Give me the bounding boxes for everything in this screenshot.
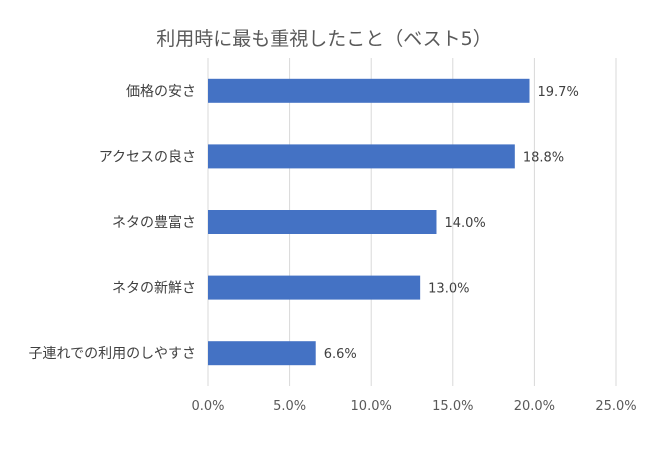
bar-1 [208, 144, 515, 169]
x-tick-label-5: 25.0% [595, 399, 636, 414]
bar-2 [208, 210, 437, 234]
category-label-2: ネタの豊富さ [112, 214, 196, 231]
data-label-4: 6.6% [324, 347, 357, 362]
x-tick-label-4: 20.0% [514, 399, 555, 414]
bar-3 [208, 275, 421, 300]
category-label-1: アクセスの良さ [99, 149, 196, 165]
x-tick-label-1: 5.0% [273, 399, 306, 414]
bar-0 [208, 78, 530, 103]
bars [208, 78, 530, 366]
chart-title: 利用時に最も重視したこと（ベスト5） [156, 28, 491, 50]
category-label-3: ネタの新鮮さ [112, 281, 196, 297]
x-axis-ticks: 0.0% 5.0% 10.0% 15.0% 20.0% 25.0% [191, 399, 636, 414]
bar-4 [208, 341, 316, 366]
data-label-1: 18.8% [523, 150, 564, 165]
x-tick-label-2: 10.0% [351, 399, 392, 414]
data-label-3: 13.0% [428, 282, 469, 297]
data-labels: 19.7% 18.8% 14.0% 13.0% 6.6% [324, 85, 579, 362]
data-label-2: 14.0% [444, 216, 485, 231]
x-tick-label-0: 0.0% [191, 399, 224, 414]
category-label-4: 子連れでの利用のしやすさ [29, 346, 196, 362]
x-tick-label-3: 15.0% [432, 399, 473, 414]
data-label-0: 19.7% [538, 85, 579, 100]
category-label-0: 価格の安さ [126, 84, 196, 100]
